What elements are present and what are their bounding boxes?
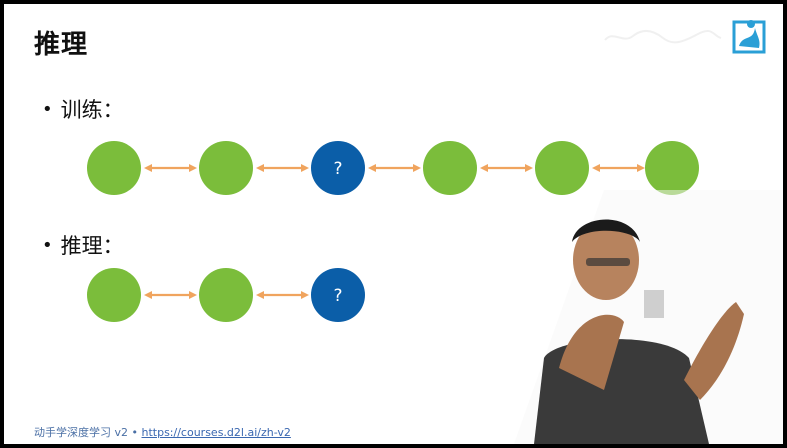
training-chain: ? [87, 141, 699, 195]
inference-chain: ? [87, 268, 365, 322]
chain-node [87, 141, 141, 195]
arrow-bidirectional [144, 291, 197, 299]
bullet-training: • 训练： [42, 94, 124, 124]
chain-node [199, 141, 253, 195]
chain-node [645, 141, 699, 195]
slide: 推理 • 训练： • 推理： [4, 4, 783, 444]
node-question-mark: ? [333, 159, 342, 179]
bullet-training-label: 训练： [60, 98, 124, 122]
arrow-bidirectional [480, 164, 533, 172]
bullet-dot: • [42, 234, 53, 256]
arrow-bidirectional [256, 291, 309, 299]
slide-footer: 动手学深度学习 v2 • https://courses.d2l.ai/zh-v… [34, 424, 291, 440]
bullet-inference: • 推理： [42, 230, 124, 260]
chain-node-unknown: ? [311, 268, 365, 322]
chain-node-unknown: ? [311, 141, 365, 195]
chain-node [423, 141, 477, 195]
footer-course: 动手学深度学习 v2 • [34, 426, 138, 439]
watermark-scribble [604, 29, 722, 44]
presenter-video [514, 190, 783, 444]
node-question-mark: ? [333, 286, 342, 306]
d2l-logo-icon [732, 20, 766, 54]
bullet-dot: • [42, 98, 53, 120]
chain-node [87, 268, 141, 322]
arrow-bidirectional [592, 164, 645, 172]
bullet-inference-label: 推理： [60, 234, 124, 258]
chain-diagram: ? ? [87, 141, 699, 322]
arrow-bidirectional [368, 164, 421, 172]
chain-node [535, 141, 589, 195]
slide-title: 推理 [34, 30, 89, 60]
arrow-bidirectional [256, 164, 309, 172]
chain-node [199, 268, 253, 322]
footer-url-link[interactable]: https://courses.d2l.ai/zh-v2 [141, 426, 291, 439]
arrow-bidirectional [144, 164, 197, 172]
